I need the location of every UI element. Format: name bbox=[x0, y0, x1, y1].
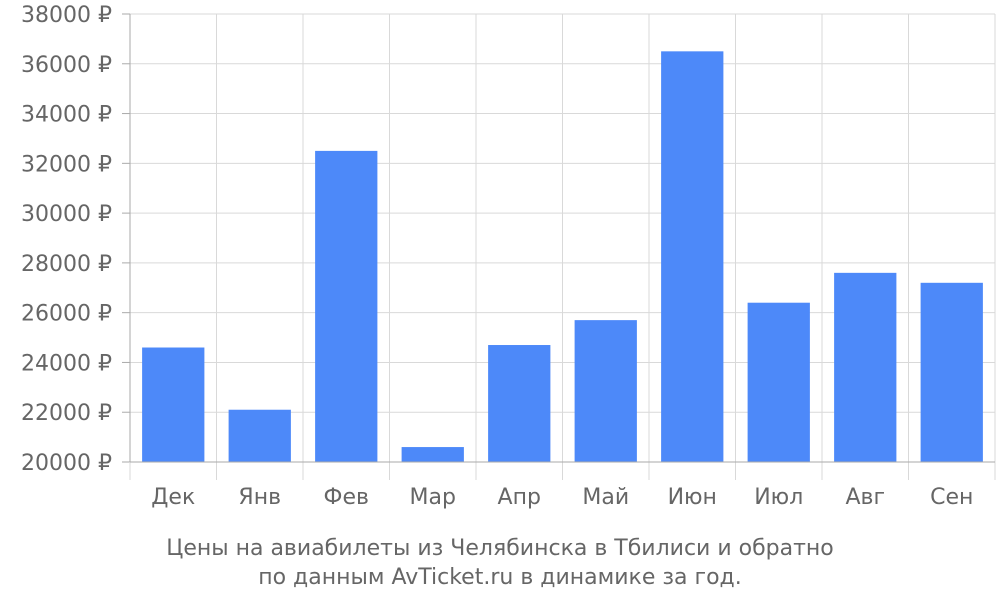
x-tick-label: Июл bbox=[754, 485, 803, 510]
y-tick-label: 36000 ₽ bbox=[21, 53, 112, 78]
x-tick-label: Дек bbox=[151, 485, 195, 510]
y-tick-label: 24000 ₽ bbox=[21, 351, 112, 376]
x-tick-label: Янв bbox=[238, 485, 281, 510]
caption-line-2: по данным AvTicket.ru в динамике за год. bbox=[258, 565, 742, 590]
axes-group bbox=[122, 13, 996, 480]
bar-Фев bbox=[315, 150, 378, 462]
y-tick-label: 32000 ₽ bbox=[21, 152, 112, 177]
caption-line-1: Цены на авиабилеты из Челябинска в Тбили… bbox=[166, 536, 834, 561]
x-tick-label: Май bbox=[582, 485, 629, 510]
y-tick-label: 38000 ₽ bbox=[21, 3, 112, 28]
x-tick-label: Фев bbox=[324, 485, 369, 510]
x-tick-labels: Дек Янв Фев Мар Апр Май Июн Июл Авг Сен bbox=[151, 485, 973, 510]
y-tick-label: 20000 ₽ bbox=[21, 451, 112, 476]
x-tick-label: Мар bbox=[410, 485, 456, 510]
y-tick-labels: 20000 ₽ 22000 ₽ 24000 ₽ 26000 ₽ 28000 ₽ 30000… bbox=[21, 3, 112, 476]
bar-Июн bbox=[661, 51, 724, 462]
x-tick-label: Июн bbox=[668, 485, 717, 510]
x-tick-label: Авг bbox=[845, 485, 885, 510]
bar-Авг bbox=[834, 272, 897, 462]
y-tick-label: 34000 ₽ bbox=[21, 103, 112, 128]
y-tick-label: 22000 ₽ bbox=[21, 401, 112, 426]
y-tick-label: 30000 ₽ bbox=[21, 202, 112, 227]
bar-Мар bbox=[401, 447, 464, 462]
bar-Апр bbox=[488, 345, 551, 462]
bar-Дек bbox=[142, 347, 205, 462]
x-tick-label: Сен bbox=[930, 485, 973, 510]
bar-Сен bbox=[920, 282, 983, 462]
bar-Янв bbox=[228, 409, 291, 462]
bars-group bbox=[142, 51, 983, 462]
x-tick-label: Апр bbox=[498, 485, 541, 510]
y-tick-label: 28000 ₽ bbox=[21, 252, 112, 277]
bar-Июл bbox=[747, 302, 810, 462]
y-tick-label: 26000 ₽ bbox=[21, 302, 112, 327]
bar-Май bbox=[574, 320, 637, 462]
